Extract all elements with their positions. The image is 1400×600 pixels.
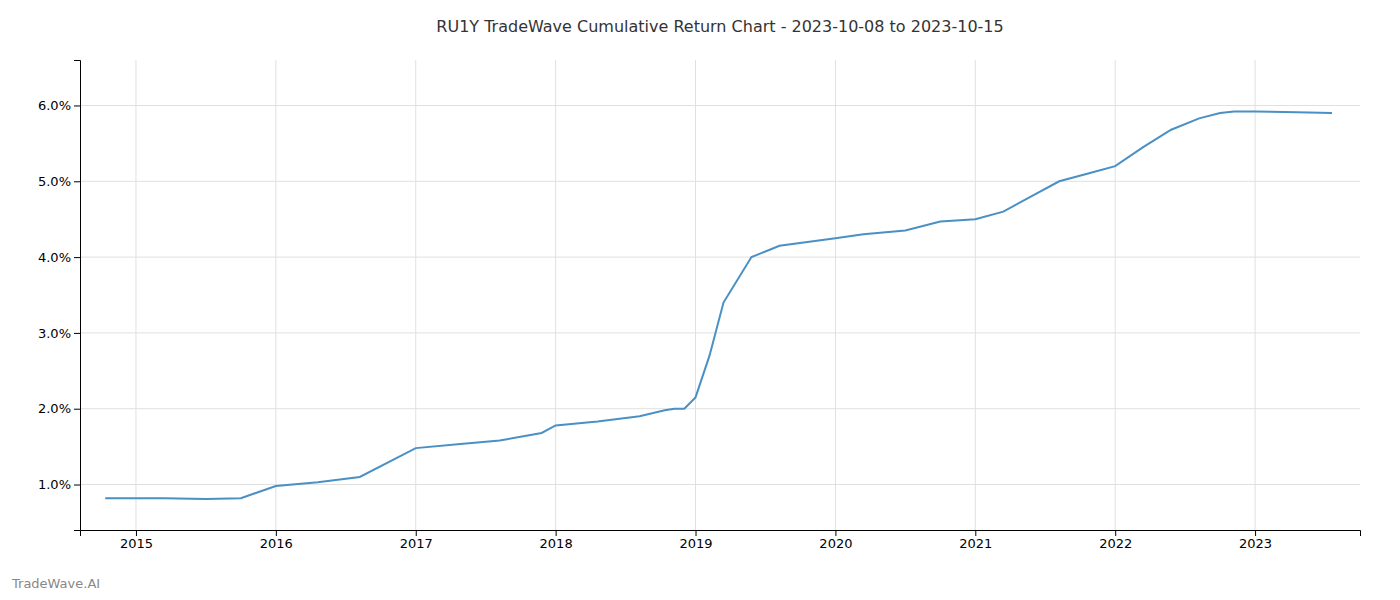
tick-mark	[276, 530, 277, 536]
tick-mark	[74, 333, 80, 334]
tick-label: 4.0%	[38, 250, 71, 265]
tick-mark	[74, 257, 80, 258]
tick-mark	[136, 530, 137, 536]
axis-line	[74, 61, 81, 531]
tick-mark	[74, 181, 80, 182]
grid-line-x	[1115, 60, 1116, 530]
tick-mark	[835, 530, 836, 536]
grid-line-y	[80, 105, 1360, 106]
tick: 6.0%	[38, 98, 80, 113]
tick-label: 2020	[819, 536, 852, 551]
grid-line-x	[835, 60, 836, 530]
tick-label: 3.0%	[38, 326, 71, 341]
tick: 2018	[540, 530, 573, 551]
tick-label: 2015	[120, 536, 153, 551]
grid	[80, 60, 1360, 530]
tick: 2017	[400, 530, 433, 551]
tick: 4.0%	[38, 250, 80, 265]
tick: 5.0%	[38, 174, 80, 189]
grid-line-x	[415, 60, 416, 530]
line	[105, 112, 1332, 499]
grid-line-x	[695, 60, 696, 530]
grid-line-y	[80, 332, 1360, 333]
tick-label: 2021	[959, 536, 992, 551]
grid-line-y	[80, 484, 1360, 485]
grid-line-x	[135, 60, 136, 530]
tick: 2.0%	[38, 401, 80, 416]
tick: 3.0%	[38, 326, 80, 341]
tick-mark	[1115, 530, 1116, 536]
tick-mark	[74, 105, 80, 106]
tick-mark	[696, 530, 697, 536]
y-axis: 1.0% 2.0% 3.0% 4.0% 5.0% 6.0%	[38, 61, 81, 531]
watermark: TradeWave.AI	[11, 576, 100, 591]
tick-mark	[74, 409, 80, 410]
tick: 1.0%	[38, 477, 80, 492]
tick-label: 2022	[1099, 536, 1132, 551]
tick-label: 2017	[400, 536, 433, 551]
grid-line-y	[80, 257, 1360, 258]
grid-line-x	[275, 60, 276, 530]
tick-mark	[975, 530, 976, 536]
tick-mark	[1255, 530, 1256, 536]
tick-label: 1.0%	[38, 477, 71, 492]
tick-label: 6.0%	[38, 98, 71, 113]
tick: 2021	[959, 530, 992, 551]
tick: 2019	[679, 530, 712, 551]
grid-line-y	[80, 181, 1360, 182]
tick-mark	[416, 530, 417, 536]
grid-line-x	[555, 60, 556, 530]
tick-label: 2018	[540, 536, 573, 551]
grid-line-x	[975, 60, 976, 530]
marks	[105, 112, 1332, 499]
tick-mark	[556, 530, 557, 536]
grid-line-x	[1255, 60, 1256, 530]
tick-mark	[74, 485, 80, 486]
tick: 2020	[819, 530, 852, 551]
tick: 2015	[120, 530, 153, 551]
plot-area: 2015 2016 2017 2018 2019 2020 2021 2022 2023 1.0%…	[38, 60, 1361, 551]
tick: 2022	[1099, 530, 1132, 551]
tick-label: 5.0%	[38, 174, 71, 189]
tick-label: 2019	[679, 536, 712, 551]
tick: 2023	[1239, 530, 1272, 551]
x-axis: 2015 2016 2017 2018 2019 2020 2021 2022 2023	[81, 530, 1361, 551]
tick-label: 2023	[1239, 536, 1272, 551]
tick-label: 2.0%	[38, 401, 71, 416]
grid-line-y	[80, 408, 1360, 409]
axis-line	[81, 531, 1361, 537]
tick: 2016	[260, 530, 293, 551]
tick-label: 2016	[260, 536, 293, 551]
title: RU1Y TradeWave Cumulative Return Chart -…	[436, 17, 1003, 36]
chart: 2015 2016 2017 2018 2019 2020 2021 2022 2023 1.0%…	[0, 0, 1400, 600]
